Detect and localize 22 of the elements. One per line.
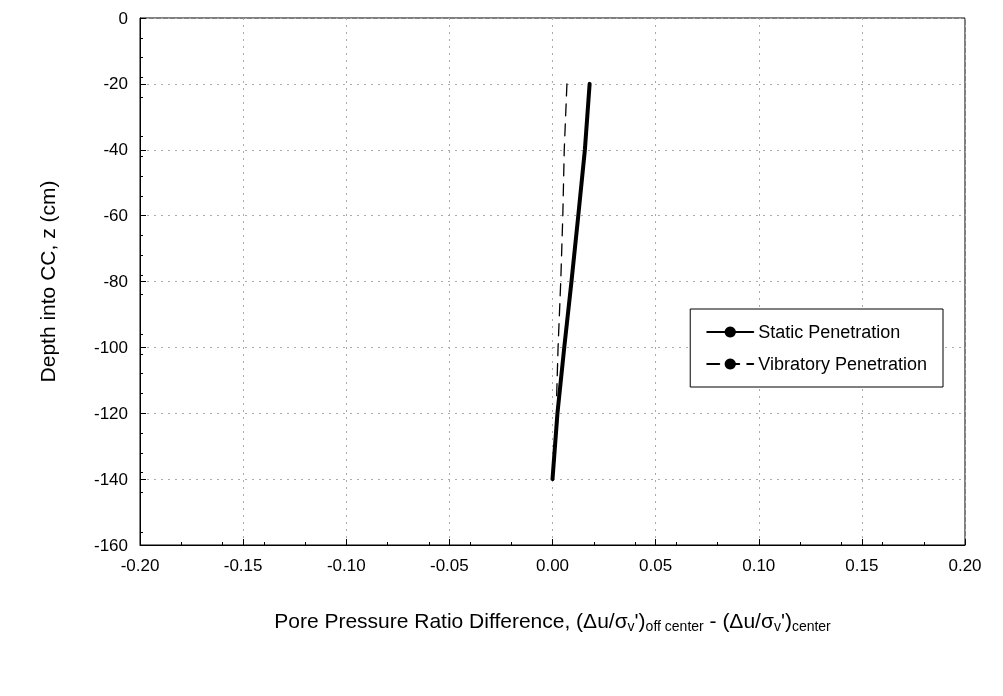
y-tick-label: -100 (93, 337, 128, 357)
x-tick-label: 0.00 (535, 556, 570, 575)
y-tick-label: -40 (103, 140, 128, 160)
x-tick-label: 0.05 (639, 556, 673, 575)
y-axis-title: Depth into CC, z (cm) (36, 180, 59, 383)
y-tick-label: 0 (118, 8, 128, 28)
x-tick-label: 0.10 (742, 556, 776, 575)
line-series (550, 81, 592, 482)
x-tick-label: -0.05 (430, 556, 469, 575)
y-tick-label: -120 (93, 403, 128, 423)
x-tick-label: -0.15 (223, 556, 263, 575)
legend-label: Vibratory Penetration (758, 354, 928, 374)
x-tick-label: -0.10 (326, 556, 366, 575)
y-tick-label: -20 (103, 74, 128, 94)
legend-label: Static Penetration (758, 322, 901, 342)
x-tick-label: 0.15 (845, 556, 879, 575)
y-tick-label: -80 (103, 272, 128, 291)
y-tick-label: -140 (93, 469, 128, 489)
y-tick-label: -60 (103, 206, 128, 226)
y-tick-label: -160 (93, 535, 128, 555)
x-tick-label: -0.20 (120, 556, 160, 575)
x-tick-label: 0.20 (948, 556, 982, 575)
